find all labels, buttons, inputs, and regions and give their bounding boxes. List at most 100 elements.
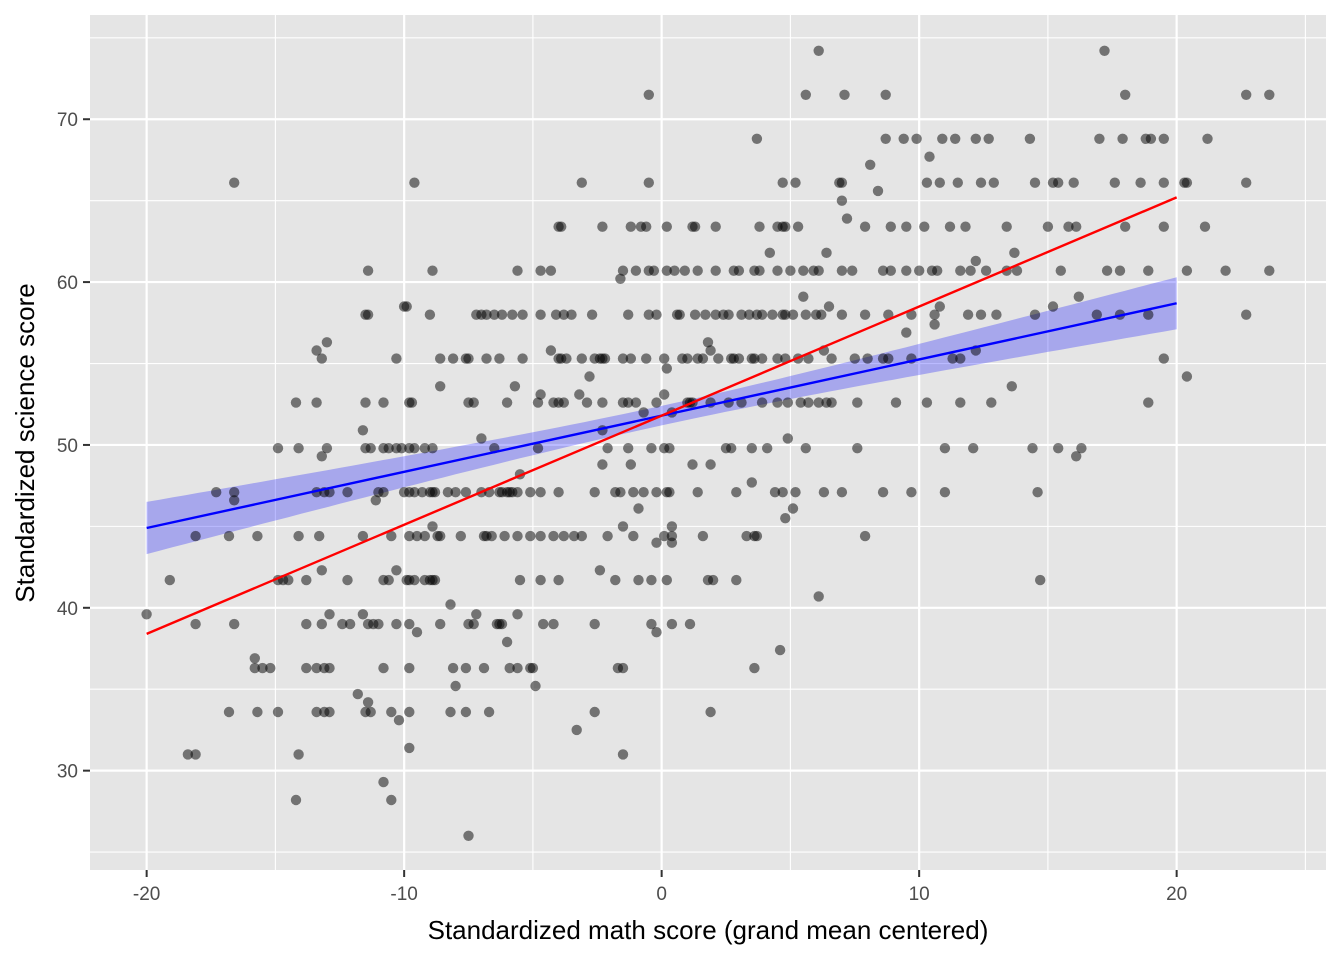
data-point xyxy=(682,353,693,364)
data-point xyxy=(1109,177,1121,188)
data-point xyxy=(780,221,791,232)
x-axis-title: Standardized math score (grand mean cent… xyxy=(428,915,989,945)
data-point xyxy=(553,574,564,586)
data-point xyxy=(190,530,201,542)
data-point xyxy=(646,574,657,586)
data-point xyxy=(625,459,636,470)
data-point xyxy=(921,177,933,188)
data-point xyxy=(980,265,992,276)
data-point xyxy=(386,530,397,542)
data-point xyxy=(481,309,492,320)
data-point xyxy=(839,89,850,101)
data-point xyxy=(617,265,629,276)
data-point xyxy=(975,309,987,320)
data-point xyxy=(934,301,945,312)
data-point xyxy=(386,706,397,718)
data-point xyxy=(968,443,979,454)
data-point xyxy=(357,609,369,620)
data-point xyxy=(365,443,376,454)
data-point xyxy=(914,265,925,276)
data-point xyxy=(666,521,678,532)
data-point xyxy=(952,177,963,188)
data-point xyxy=(697,353,709,364)
data-point xyxy=(749,662,760,674)
data-point xyxy=(535,309,546,320)
data-point xyxy=(1076,443,1087,454)
data-point xyxy=(664,443,675,454)
data-point xyxy=(370,495,381,506)
data-point xyxy=(705,459,716,470)
data-point xyxy=(679,265,690,276)
data-point xyxy=(615,273,626,284)
y-tick-label: 60 xyxy=(57,273,78,294)
data-point xyxy=(1032,487,1043,498)
data-point xyxy=(1264,89,1275,101)
data-point xyxy=(836,177,848,188)
data-point xyxy=(705,345,716,356)
data-point xyxy=(643,177,654,188)
data-point xyxy=(800,443,811,454)
data-point xyxy=(571,724,582,736)
data-point xyxy=(1181,265,1193,276)
data-point xyxy=(659,389,670,400)
data-point xyxy=(692,265,703,276)
data-point xyxy=(798,265,809,276)
data-point xyxy=(404,530,415,542)
data-point xyxy=(182,749,194,760)
data-point xyxy=(906,487,917,498)
data-point xyxy=(597,221,608,232)
data-point xyxy=(293,443,304,454)
data-point xyxy=(643,309,654,320)
data-point xyxy=(1091,309,1103,320)
data-point xyxy=(787,309,799,320)
data-point xyxy=(447,662,459,674)
data-point xyxy=(625,353,636,364)
data-point xyxy=(409,443,420,454)
data-point xyxy=(558,397,569,408)
data-point xyxy=(852,397,863,408)
data-point xyxy=(697,530,709,542)
data-point xyxy=(782,433,793,444)
data-point xyxy=(901,265,912,276)
data-point xyxy=(1143,397,1154,408)
data-point xyxy=(955,353,966,364)
data-point xyxy=(746,477,757,488)
data-point xyxy=(756,353,768,364)
y-axis-title: Standardized science score xyxy=(10,283,40,602)
data-point xyxy=(934,177,945,188)
data-point xyxy=(798,291,809,302)
data-point xyxy=(391,618,402,630)
data-point xyxy=(955,265,966,276)
data-point xyxy=(362,309,374,320)
data-point xyxy=(249,662,260,674)
data-point xyxy=(1101,265,1113,276)
data-point xyxy=(659,353,670,364)
data-point xyxy=(391,353,402,364)
data-point xyxy=(1055,265,1067,276)
data-point xyxy=(409,487,420,498)
data-point xyxy=(252,530,263,542)
data-point xyxy=(1006,381,1017,392)
data-point xyxy=(751,133,763,144)
data-point xyxy=(731,574,742,586)
data-point xyxy=(777,487,788,498)
data-point xyxy=(517,309,528,320)
data-point xyxy=(849,353,860,364)
data-point xyxy=(509,381,521,392)
data-point xyxy=(301,574,312,586)
data-point xyxy=(800,89,811,101)
data-point xyxy=(383,443,394,454)
data-point xyxy=(1071,451,1082,462)
data-point xyxy=(535,487,546,498)
data-point xyxy=(1011,265,1023,276)
data-point xyxy=(862,353,873,364)
data-point xyxy=(535,574,546,586)
data-point xyxy=(841,213,853,224)
data-point xyxy=(1001,221,1012,232)
x-tick-label: -20 xyxy=(133,884,160,905)
data-point xyxy=(865,159,876,170)
data-point xyxy=(726,443,737,454)
data-point xyxy=(535,265,546,276)
data-point xyxy=(1120,221,1131,232)
data-point xyxy=(911,133,922,144)
